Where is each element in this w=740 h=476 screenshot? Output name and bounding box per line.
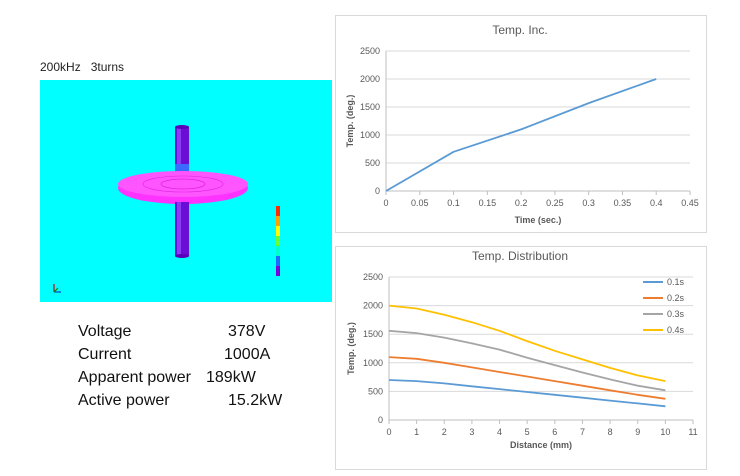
parameter-value: 378V — [228, 323, 266, 340]
axis-triad-icon — [53, 284, 61, 293]
y-axis-label: Temp. (deg.) — [346, 322, 356, 375]
x-tick-label: 0.15 — [479, 198, 497, 208]
x-tick-label: 0.45 — [681, 198, 699, 208]
series-line-1 — [388, 379, 666, 408]
y-tick-label: 500 — [365, 158, 380, 168]
series-line-2 — [388, 356, 666, 400]
y-tick-label: 2500 — [360, 46, 380, 56]
y-tick-label: 2000 — [363, 301, 383, 311]
parameter-row: Active power 15.2kW — [78, 389, 282, 412]
x-tick-label: 2 — [442, 427, 447, 437]
y-tick-label: 1500 — [363, 329, 383, 339]
parameter-row: Voltage 378V — [78, 320, 265, 343]
legend-label: 0.3s — [667, 309, 685, 319]
y-tick-label: 0 — [378, 415, 383, 425]
series-line-3 — [388, 329, 666, 392]
parameter-label: Voltage — [78, 323, 132, 340]
x-tick-label: 6 — [552, 427, 557, 437]
parameter-value: 15.2kW — [228, 392, 283, 409]
x-tick-label: 0.25 — [546, 198, 564, 208]
chart-temp-increase: Temp. Inc. 0 500 1000 1500 2000 2500 0 0.05 0.1 0.… — [335, 15, 707, 233]
legend-label: 0.1s — [667, 277, 685, 287]
chart-temp-distribution: Temp. Distribution 0 500 1000 1500 2000 2500 0 1… — [335, 246, 707, 470]
chart-title: Temp. Distribution — [472, 249, 568, 263]
heating-disk — [118, 171, 248, 204]
color-legend-bar — [276, 206, 280, 276]
series-line-1 — [385, 78, 657, 192]
parameter-value: 1000A — [224, 346, 271, 363]
y-tick-label: 1000 — [363, 358, 383, 368]
y-tick-label: 2000 — [360, 74, 380, 84]
y-tick-label: 1000 — [360, 130, 380, 140]
x-tick-label: 11 — [688, 427, 697, 437]
x-tick-label: 0.05 — [411, 198, 429, 208]
chart-frame — [335, 15, 707, 233]
x-axis-label: Distance (mm) — [510, 440, 572, 450]
series-line-4 — [388, 304, 666, 382]
x-tick-label: 7 — [580, 427, 585, 437]
parameter-value: 189kW — [206, 369, 256, 386]
legend-label: 0.2s — [667, 293, 685, 303]
y-tick-label: 0 — [375, 186, 380, 196]
y-tick-label: 500 — [368, 386, 383, 396]
x-tick-label: 0.4 — [650, 198, 663, 208]
x-tick-label: 0.3 — [582, 198, 595, 208]
x-tick-label: 1 — [414, 427, 419, 437]
x-tick-label: 0.1 — [447, 198, 460, 208]
chart-title: Temp. Inc. — [492, 23, 547, 37]
x-tick-label: 3 — [469, 427, 474, 437]
simulation-render — [53, 125, 280, 293]
y-tick-label: 1500 — [360, 102, 380, 112]
x-tick-label: 0 — [383, 198, 388, 208]
x-tick-label: 4 — [497, 427, 502, 437]
x-tick-label: 10 — [660, 427, 670, 437]
x-tick-label: 0.35 — [614, 198, 632, 208]
parameter-label: Active power — [78, 392, 170, 409]
parameter-label: Apparent power — [78, 369, 191, 386]
x-tick-label: 9 — [635, 427, 640, 437]
y-tick-label: 2500 — [363, 272, 383, 282]
x-tick-label: 5 — [525, 427, 530, 437]
x-axis-label: Time (sec.) — [515, 215, 562, 225]
simulation-title: 200kHz 3turns — [40, 60, 125, 74]
y-axis-label: Temp. (deg.) — [345, 95, 355, 148]
rod-lower — [175, 202, 189, 258]
x-tick-label: 8 — [608, 427, 613, 437]
parameter-label: Current — [78, 346, 132, 363]
x-tick-label: 0.2 — [515, 198, 528, 208]
simulation-view — [40, 80, 332, 302]
legend-label: 0.4s — [667, 325, 685, 335]
parameter-row: Current 1000A — [78, 343, 270, 366]
x-tick-label: 0 — [386, 427, 391, 437]
parameter-row: Apparent power 189kW — [78, 366, 256, 389]
